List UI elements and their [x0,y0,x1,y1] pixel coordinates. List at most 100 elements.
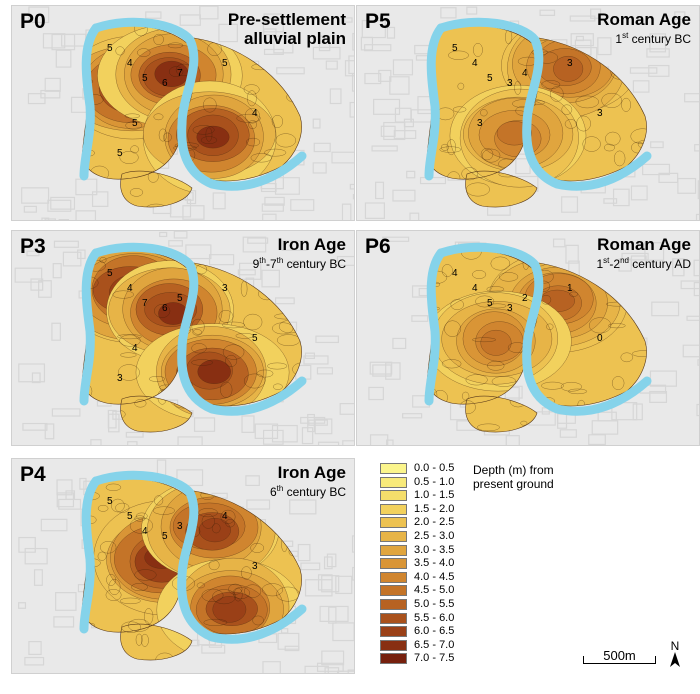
contour-label: 5 [222,58,228,69]
panel-title-line1: Pre-settlement [227,10,346,29]
panel-title: Roman Age 1st century BC [597,10,691,46]
legend-label: 0.5 - 1.0 [414,475,455,488]
contour-label: 4 [127,283,133,294]
legend-swatch [380,571,407,583]
river-channel [79,242,307,416]
legend-title: Depth (m) from present ground [473,463,554,491]
contour-label: 4 [252,108,258,119]
panel-subtitle: 6th century BC [269,484,346,499]
contour-label: 4 [222,511,228,522]
legend-label: 1.5 - 2.0 [414,502,455,515]
contour-label: 5 [127,511,133,522]
contour-label: 4 [452,268,458,279]
contour-label: 5 [487,298,493,309]
contour-label: 5 [107,43,113,54]
contour-label: 3 [477,118,483,129]
contour-label: 3 [222,283,228,294]
panel-title-line1: Roman Age [597,235,691,254]
legend-label: 2.0 - 2.5 [414,516,455,529]
legend-label: 6.0 - 6.5 [414,625,455,638]
legend-swatch [380,612,407,624]
legend-label: 0.0 - 0.5 [414,462,455,474]
north-arrow-icon [670,652,680,667]
panel-id: P4 [20,463,46,486]
contour-label: 5 [107,268,113,279]
contour-label: 5 [452,43,458,54]
river-channel [424,242,652,416]
legend-swatch [380,503,407,515]
contour-label: 6 [162,78,168,89]
contour-label: 5 [487,73,493,84]
depth-surface [82,24,302,208]
legend-label: 3.0 - 3.5 [414,543,455,556]
contour-label: 4 [142,526,148,537]
contour-label: 5 [132,118,138,129]
contour-label: 5 [252,333,258,344]
legend-swatch [380,476,407,488]
panel-subtitle: 9th-7th century BC [252,256,346,271]
contour-label: 4 [132,343,138,354]
contour-label: 4 [472,58,478,69]
legend-swatch [380,585,407,597]
contour-label: 5 [142,73,148,84]
legend-swatch [380,490,407,502]
panel-id: P0 [20,10,46,33]
contour-label: 0 [597,333,603,344]
panel-title: Iron Age 9th-7th century BC [253,235,346,271]
panel-title-line1: Iron Age [277,235,346,254]
river-channel [79,470,307,644]
contour-label: 3 [597,108,603,119]
legend-swatch [380,626,407,638]
contour-label: 3 [507,303,513,314]
north-arrow-label: N [670,639,680,653]
legend-label: 5.0 - 5.5 [414,597,455,610]
legend-swatch [380,558,407,570]
legend-label: 4.0 - 4.5 [414,570,455,583]
contour-label: 7 [177,68,183,79]
legend-label: 6.5 - 7.0 [414,638,455,651]
panel-title-line1: Iron Age [277,463,346,482]
legend-label: 5.5 - 6.0 [414,611,455,624]
panel-id: P5 [365,10,391,33]
river-channel [424,17,652,191]
north-arrow: N [668,640,682,668]
contour-label: 3 [252,561,258,572]
contour-label: 4 [472,283,478,294]
contour-label: 5 [107,496,113,507]
panel-title-line1: Roman Age [597,10,691,29]
panel-subtitle: 1st-2nd century AD [596,256,691,271]
legend-swatch [380,544,407,556]
legend-swatch [380,517,407,529]
scale-bar-label: 500m [603,648,636,663]
legend-swatch [380,653,407,665]
panel-title: Iron Age 6th century BC [270,463,346,499]
panel-title: Pre-settlement alluvial plain [228,10,346,48]
panel-title: Roman Age 1st-2nd century AD [596,235,691,271]
legend-swatch [380,639,407,651]
contour-label: 5 [162,531,168,542]
legend-swatch [380,463,407,474]
contour-label: 4 [127,58,133,69]
legend-swatch [380,598,407,610]
legend-label: 4.5 - 5.0 [414,584,455,597]
scale-bar: 500m [583,648,656,664]
legend-label: 1.0 - 1.5 [414,489,455,502]
panel-title-line2: alluvial plain [243,29,346,48]
contour-label: 3 [567,58,573,69]
legend-label: 3.5 - 4.0 [414,557,455,570]
legend-label: 7.0 - 7.5 [414,652,455,665]
